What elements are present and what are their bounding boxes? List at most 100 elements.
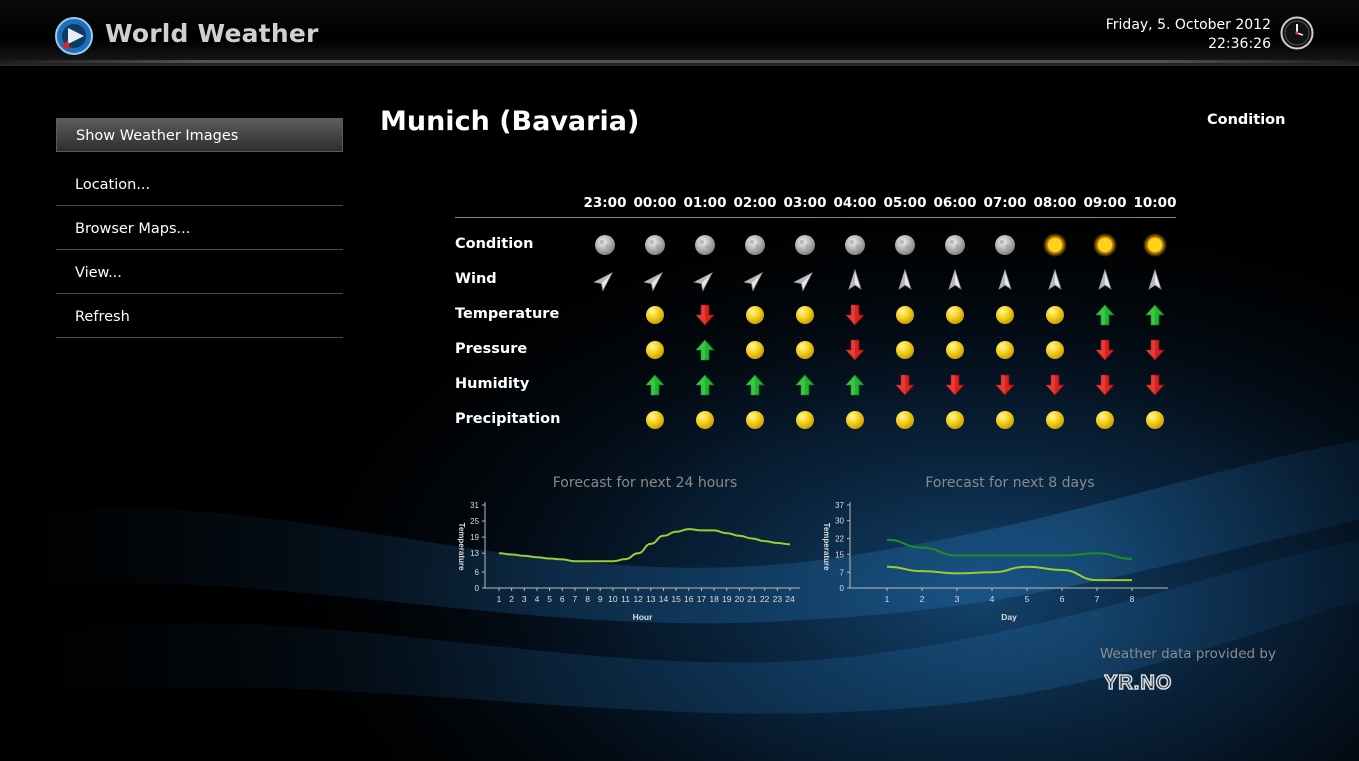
- steady-dot-icon: [893, 408, 917, 432]
- down-arrow-icon: [1093, 338, 1117, 362]
- y-tick-label: 7: [840, 568, 845, 577]
- steady-dot-icon: [1043, 338, 1067, 362]
- wind-arrow-icon: [593, 268, 617, 292]
- up-arrow-icon: [693, 338, 717, 362]
- up-arrow-icon: [693, 373, 717, 397]
- x-tick-label: 3: [522, 594, 527, 604]
- steady-dot-icon: [943, 408, 967, 432]
- provider-text: Weather data provided by: [1100, 646, 1276, 662]
- steady-dot-icon: [793, 408, 817, 432]
- steady-dot-icon: [843, 408, 867, 432]
- steady-dot-icon: [993, 303, 1017, 327]
- x-tick-label: 5: [1025, 594, 1030, 604]
- y-tick-label: 25: [470, 517, 479, 526]
- wind-arrow-icon: [843, 268, 867, 292]
- down-arrow-icon: [1043, 373, 1067, 397]
- moon-icon: [993, 233, 1017, 257]
- down-arrow-icon: [1143, 373, 1167, 397]
- wind-arrow-icon: [1043, 268, 1067, 292]
- y-axis-label: Temperature: [822, 523, 831, 571]
- y-tick-label: 30: [835, 517, 844, 526]
- series-line-1: [886, 565, 1132, 582]
- moon-icon: [743, 233, 767, 257]
- x-axis-label: Hour: [633, 612, 654, 622]
- row-label: Temperature: [455, 306, 560, 322]
- steady-dot-icon: [943, 303, 967, 327]
- x-tick-label: 2: [509, 594, 514, 604]
- down-arrow-icon: [893, 373, 917, 397]
- y-tick-label: 37: [835, 501, 844, 510]
- down-arrow-icon: [943, 373, 967, 397]
- steady-dot-icon: [1043, 303, 1067, 327]
- sun-icon: [1093, 233, 1117, 257]
- steady-dot-icon: [1043, 408, 1067, 432]
- menu-item-view[interactable]: View...: [56, 250, 343, 294]
- x-tick-label: 24: [785, 594, 795, 604]
- yr-logo: YR.NO: [1104, 671, 1172, 694]
- header-bar: [0, 0, 1359, 66]
- x-tick-label: 9: [598, 594, 603, 604]
- menu-item-show-weather-images[interactable]: Show Weather Images: [56, 118, 343, 152]
- down-arrow-icon: [843, 338, 867, 362]
- hour-label: 04:00: [833, 195, 877, 211]
- x-tick-label: 14: [659, 594, 669, 604]
- chart-title-8days: Forecast for next 8 days: [925, 475, 1095, 491]
- x-tick-label: 18: [709, 594, 719, 604]
- steady-dot-icon: [693, 408, 717, 432]
- steady-dot-icon: [943, 338, 967, 362]
- wind-arrow-icon: [1093, 268, 1117, 292]
- hour-label: 06:00: [933, 195, 977, 211]
- moon-icon: [643, 233, 667, 257]
- steady-dot-icon: [893, 303, 917, 327]
- x-tick-label: 15: [671, 594, 681, 604]
- steady-dot-icon: [743, 408, 767, 432]
- wind-arrow-icon: [643, 268, 667, 292]
- down-arrow-icon: [993, 373, 1017, 397]
- wind-arrow-icon: [1143, 268, 1167, 292]
- x-tick-label: 7: [573, 594, 578, 604]
- datetime-display: Friday, 5. October 2012 22:36:26: [1106, 16, 1271, 54]
- up-arrow-icon: [743, 373, 767, 397]
- x-tick-label: 2: [920, 594, 925, 604]
- moon-icon: [593, 233, 617, 257]
- y-tick-label: 6: [475, 568, 480, 577]
- row-label: Condition: [455, 236, 534, 252]
- time-text: 22:36:26: [1208, 36, 1271, 52]
- hour-label: 08:00: [1033, 195, 1077, 211]
- chart-8-days: 0 7 15 22 30 37 1 2 3 4 5 6 7 8 Day Temperature: [822, 501, 1168, 622]
- date-text: Friday, 5. October 2012: [1105, 17, 1271, 33]
- x-tick-label: 8: [1130, 594, 1135, 604]
- app-title: World Weather: [105, 19, 319, 48]
- row-label: Wind: [455, 271, 497, 287]
- wind-arrow-icon: [793, 268, 817, 292]
- down-arrow-icon: [1093, 373, 1117, 397]
- steady-dot-icon: [993, 338, 1017, 362]
- y-tick-label: 15: [835, 550, 844, 559]
- menu-item-refresh[interactable]: Refresh: [56, 294, 343, 338]
- x-tick-label: 3: [955, 594, 960, 604]
- steady-dot-icon: [793, 338, 817, 362]
- wind-arrow-icon: [943, 268, 967, 292]
- condition-header: Condition: [1207, 112, 1286, 128]
- side-menu: Show Weather Images Location... Browser …: [56, 118, 343, 338]
- x-tick-label: 6: [1060, 594, 1065, 604]
- hour-label: 23:00: [583, 195, 627, 211]
- menu-item-location[interactable]: Location...: [56, 162, 343, 206]
- y-tick-label: 19: [470, 533, 479, 542]
- y-axis-label: Temperature: [457, 523, 466, 571]
- x-tick-label: 1: [885, 594, 890, 604]
- hour-label: 05:00: [883, 195, 927, 211]
- y-tick-label: 13: [470, 549, 479, 558]
- x-tick-label: 13: [646, 594, 656, 604]
- moon-icon: [943, 233, 967, 257]
- up-arrow-icon: [1093, 303, 1117, 327]
- x-tick-label: 20: [735, 594, 745, 604]
- hour-label: 00:00: [633, 195, 677, 211]
- chart-title-24h: Forecast for next 24 hours: [552, 475, 738, 491]
- row-label: Precipitation: [455, 411, 561, 427]
- menu-item-browser-maps[interactable]: Browser Maps...: [56, 206, 343, 250]
- sun-icon: [1043, 233, 1067, 257]
- steady-dot-icon: [1143, 408, 1167, 432]
- steady-dot-icon: [743, 338, 767, 362]
